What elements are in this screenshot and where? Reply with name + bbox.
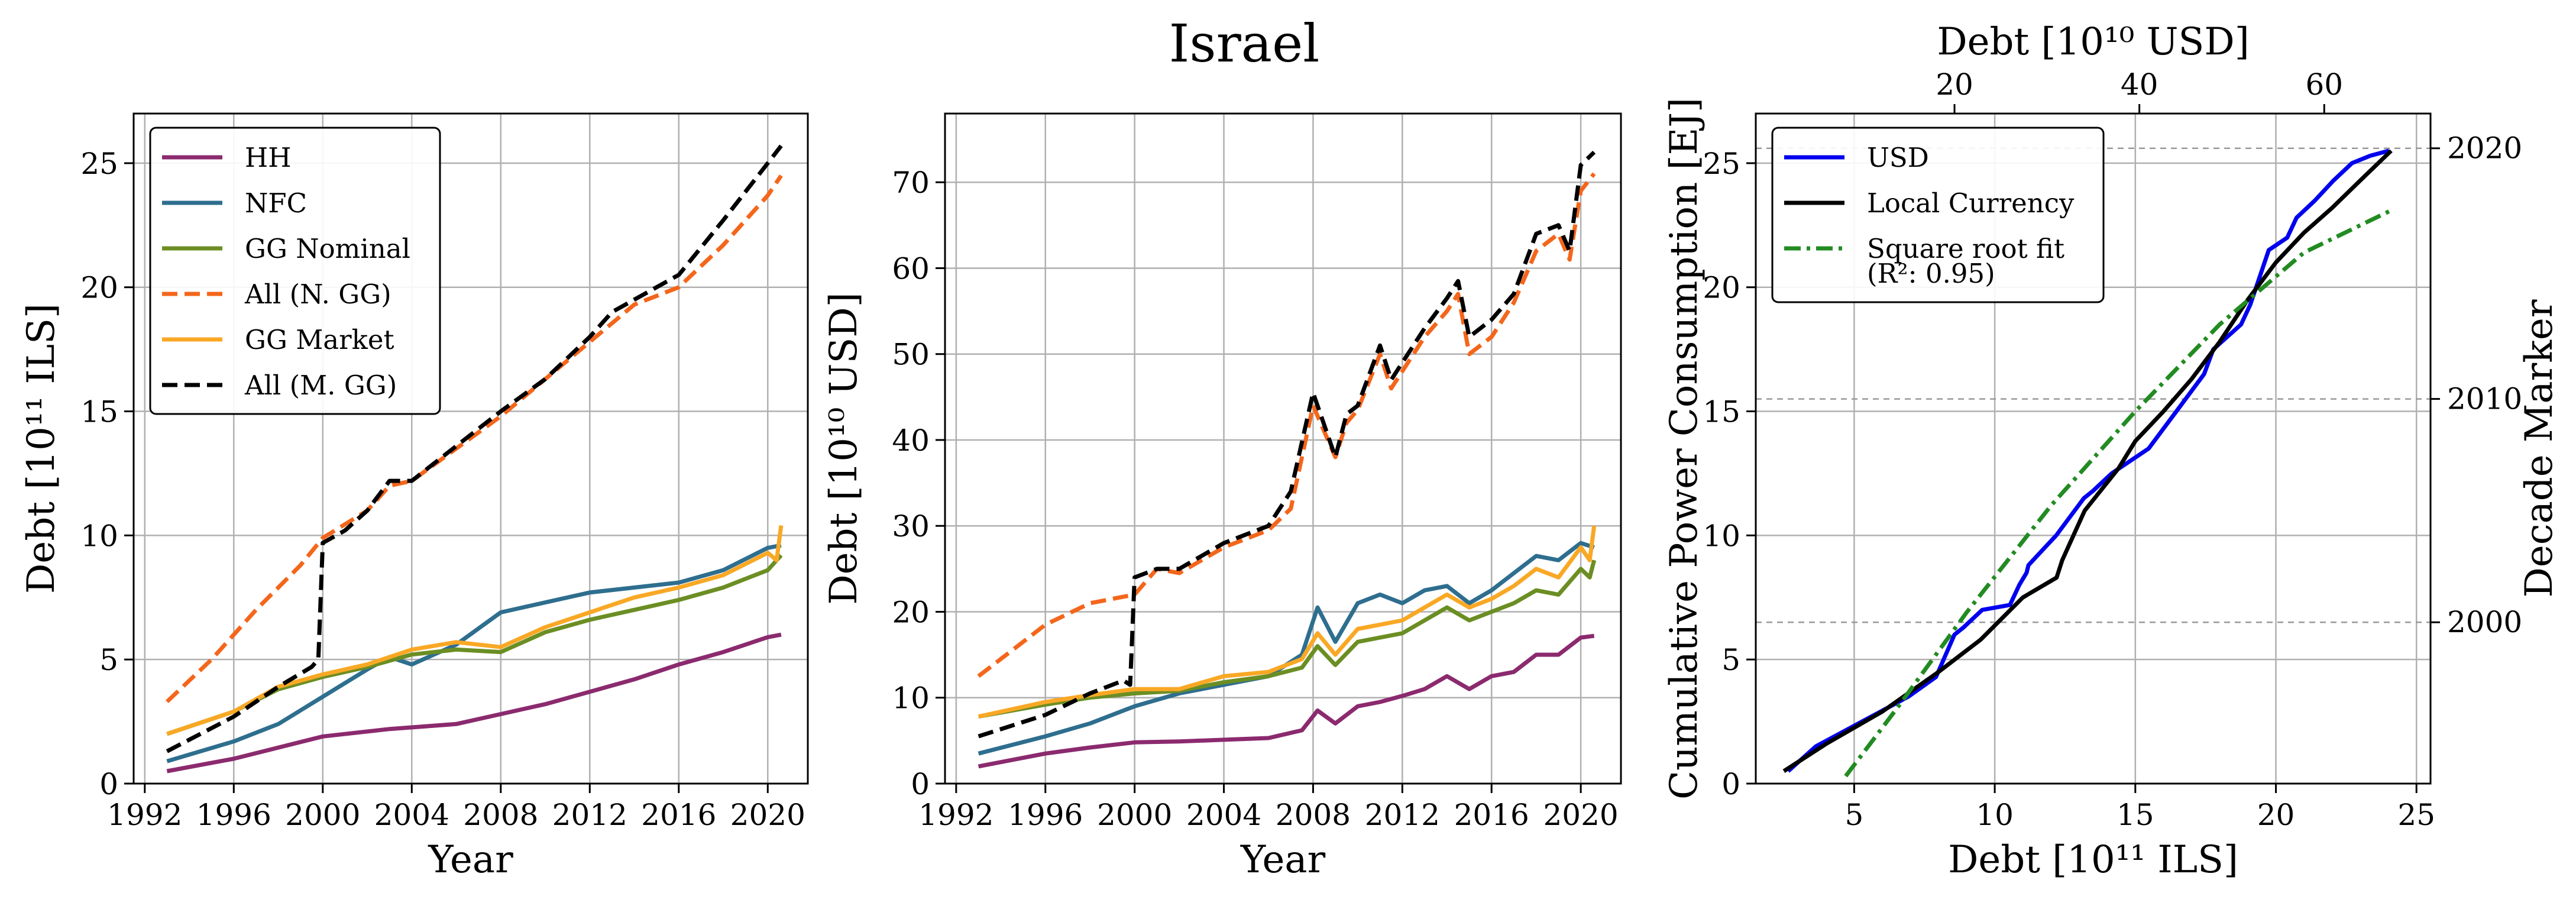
y-tick-label: 0 [911, 767, 930, 801]
y-tick-label: 10 [892, 681, 930, 716]
series-nfc [978, 541, 1595, 756]
legend-label-gg-nominal: GG Nominal [245, 233, 410, 264]
x-tick-label: 2008 [1276, 798, 1351, 832]
right-y-axis-label: Decade Marker [2517, 299, 2561, 597]
x-tick-label: 2000 [285, 798, 360, 832]
series-all-m-gg [166, 144, 783, 753]
legend-label-hh: HH [245, 142, 292, 173]
y-tick-label: 25 [1703, 147, 1740, 181]
legend-label-square-root-fit-r2: (R²: 0.95) [1867, 258, 1995, 289]
series-square-root-fit [1844, 208, 2392, 778]
x-tick-label: 2016 [1454, 798, 1529, 832]
y-tick-label: 30 [892, 509, 930, 543]
y-tick-label: 5 [1721, 643, 1740, 677]
y-tick-label: 10 [80, 519, 118, 553]
series-gg-market [166, 525, 784, 736]
x-tick-label: 10 [1976, 798, 2014, 832]
legend-box [1771, 127, 2105, 303]
legend-label-nfc: NFC [245, 187, 307, 219]
y-tick-label: 25 [80, 147, 118, 181]
y-tick-label: 10 [1703, 519, 1740, 553]
decade-marker-label: 2010 [2447, 382, 2522, 416]
x-tick-label: 2020 [730, 798, 805, 832]
y-tick-label: 50 [892, 338, 930, 372]
x-tick-label: 15 [2117, 798, 2154, 832]
series-nfc [166, 543, 782, 763]
x-tick-label: 20 [2257, 798, 2295, 832]
x-axis-label: Debt [10¹¹ ILS] [1948, 838, 2238, 882]
legend: HH NFC GG Nominal All (N. GG) GG Market All (… [149, 127, 441, 415]
legend-label-usd: USD [1867, 142, 1929, 173]
legend-label-local-currency: Local Currency [1867, 187, 2075, 219]
top-x-axis-label: Debt [10¹⁰ USD] [1937, 20, 2249, 64]
y-axis-label: Debt [10¹¹ ILS] [20, 303, 63, 594]
x-tick-label: 1996 [196, 798, 271, 832]
series-all-m-gg [978, 150, 1596, 739]
series-gg-market [978, 525, 1597, 719]
legend-box [149, 127, 441, 415]
y-axis-label: Cumulative Power Consumption [EJ] [1662, 98, 1706, 800]
plot-debt-vs-power: 2000 2010 2020 5 10 15 20 25 0 5 10 15 20 25 20 40 60 Deb… [1662, 20, 2561, 882]
top-x-tick-label: 20 [1936, 67, 1973, 102]
plot-ilS-debt-by-year: 1992 1996 2000 2004 2008 2012 2016 2020 0 5 10 15 20… [20, 112, 809, 882]
decade-marker-label: 2020 [2447, 131, 2522, 166]
x-tick-label: 2004 [1186, 798, 1261, 832]
y-tick-label: 60 [892, 251, 930, 286]
axes-frame [944, 112, 1622, 785]
series-hh [166, 632, 782, 774]
y-tick-label: 15 [80, 395, 118, 429]
plot-usd-debt-by-year: 1992 1996 2000 2004 2008 2012 2016 2020 0 10 20 30 4… [822, 112, 1622, 882]
y-tick-label: 20 [892, 595, 930, 629]
series-local-currency [1782, 149, 2393, 773]
series-gg-nominal [978, 559, 1597, 719]
x-tick-label: 2020 [1543, 798, 1618, 832]
y-tick-label: 15 [1703, 395, 1740, 429]
legend-label-gg-market: GG Market [245, 324, 394, 355]
x-axis-label: Year [428, 838, 513, 882]
decade-marker-label: 2000 [2447, 605, 2522, 639]
axes-frame [1755, 112, 2432, 785]
y-tick-label: 40 [892, 423, 930, 458]
y-axis-label: Debt [10¹⁰ USD] [822, 292, 866, 604]
x-tick-label: 25 [2397, 798, 2435, 832]
legend-label-all-n-gg: All (N. GG) [244, 279, 391, 310]
x-axis-label: Year [1240, 838, 1326, 882]
y-tick-label: 20 [80, 271, 118, 305]
x-tick-label: 2000 [1097, 798, 1172, 832]
legend-label-square-root-fit: Square root fit [1867, 233, 2064, 264]
x-tick-label: 2016 [641, 798, 716, 832]
legend-label-all-m-gg: All (M. GG) [244, 370, 397, 401]
x-tick-label: 2008 [463, 798, 538, 832]
x-tick-label: 1992 [107, 798, 182, 832]
y-tick-label: 20 [1703, 271, 1740, 305]
top-x-tick-label: 60 [2305, 67, 2343, 102]
x-tick-label: 2012 [1365, 798, 1440, 832]
y-tick-label: 0 [99, 767, 118, 801]
y-tick-label: 5 [99, 643, 118, 677]
x-tick-label: 5 [1844, 798, 1863, 832]
series-all-n-gg [977, 172, 1596, 678]
y-tick-label: 70 [892, 166, 930, 200]
series-gg-nominal [166, 554, 783, 736]
series-usd [1787, 148, 2390, 773]
axes-frame [132, 112, 809, 785]
series-hh [978, 633, 1595, 769]
x-tick-label: 2012 [552, 798, 627, 832]
x-tick-label: 1992 [918, 798, 993, 832]
legend: USD Local Currency Square root fit(R²: 0.9… [1771, 127, 2105, 303]
x-tick-label: 2004 [374, 798, 449, 832]
y-tick-label: 0 [1721, 767, 1740, 801]
x-tick-label: 1996 [1008, 798, 1083, 832]
top-x-tick-label: 40 [2121, 67, 2158, 102]
figure-title: Israel [1169, 13, 1320, 74]
